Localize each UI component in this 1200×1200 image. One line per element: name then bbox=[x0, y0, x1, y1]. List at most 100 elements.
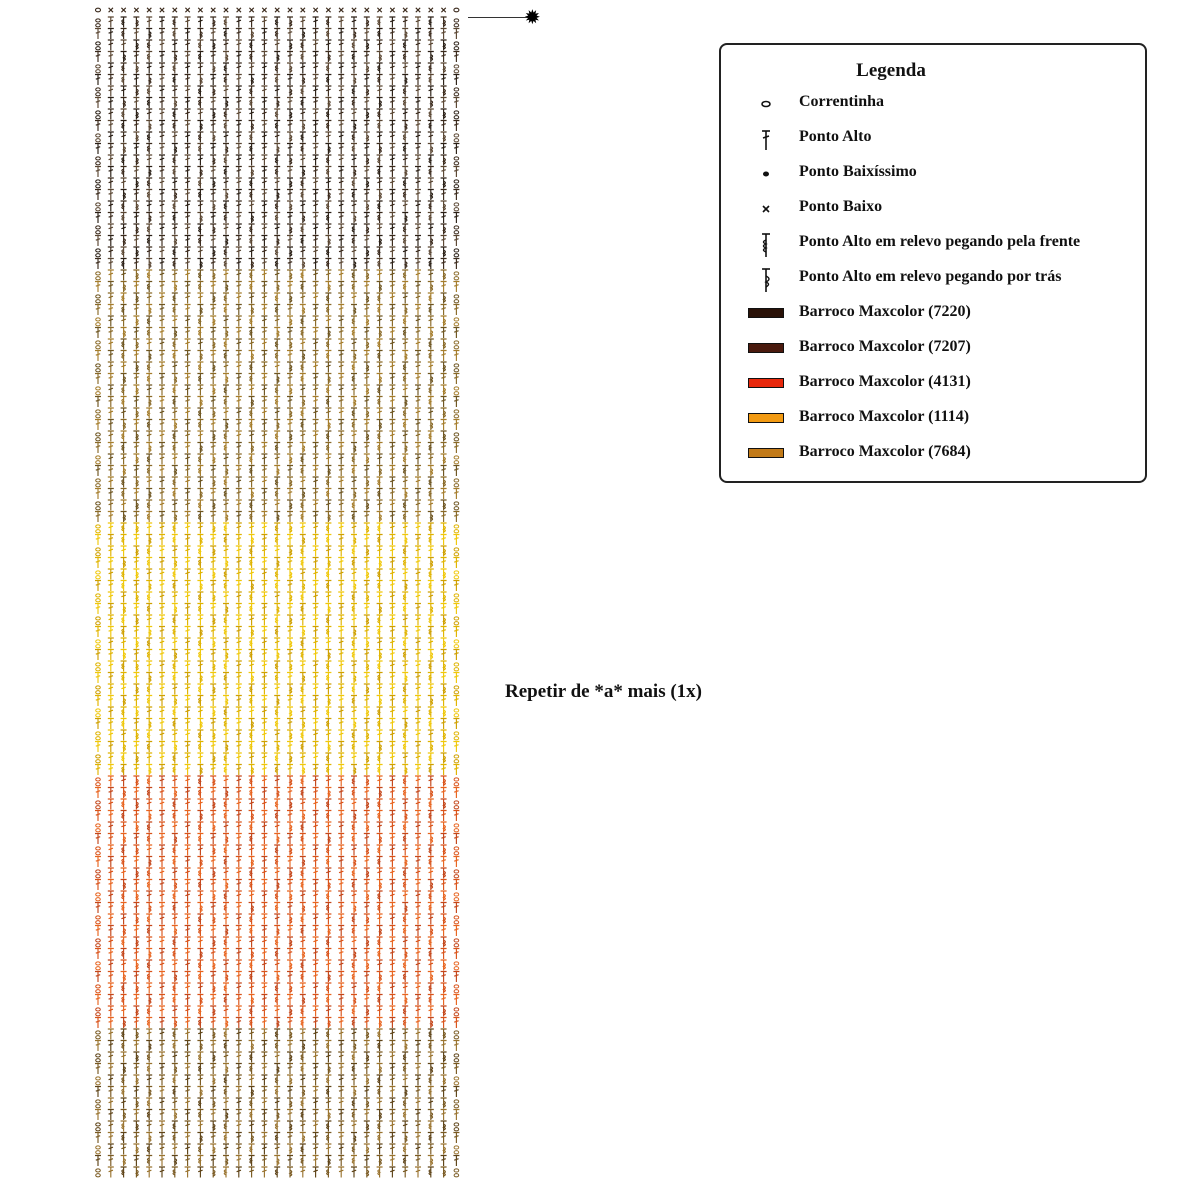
stitch-row bbox=[95, 970, 460, 982]
stitch-row bbox=[95, 993, 460, 1005]
stitch-row bbox=[95, 602, 460, 614]
legend-item: Barroco Maxcolor (7207) bbox=[721, 334, 1141, 364]
stitch-row bbox=[95, 384, 460, 396]
stitch-row bbox=[95, 1154, 460, 1166]
stitch-row bbox=[95, 671, 460, 683]
stitch-row bbox=[95, 614, 460, 626]
stitch-row bbox=[95, 867, 460, 879]
stitch-row bbox=[95, 959, 460, 971]
stitch-row bbox=[95, 211, 460, 223]
stitch-row bbox=[95, 441, 460, 453]
color-swatch bbox=[748, 308, 784, 318]
stitch-row bbox=[95, 62, 460, 74]
stitch-row bbox=[95, 936, 460, 948]
stitch-row bbox=[95, 855, 460, 867]
stitch-row bbox=[95, 821, 460, 833]
stitch-row bbox=[95, 407, 460, 419]
front-post-double-crochet-icon bbox=[762, 233, 770, 257]
stitch-row bbox=[95, 556, 460, 568]
stitch-row bbox=[95, 188, 460, 200]
stitch-row bbox=[95, 637, 460, 649]
legend-label: Ponto Alto em relevo pegando pela frente bbox=[799, 233, 1081, 250]
stitch-row bbox=[95, 1016, 460, 1028]
stitch-row bbox=[95, 464, 460, 476]
stitch-row bbox=[95, 545, 460, 557]
stitch-row bbox=[95, 568, 460, 580]
stitch-row bbox=[95, 706, 460, 718]
color-swatch bbox=[748, 448, 784, 458]
stitch-row bbox=[95, 200, 460, 212]
legend-item: Ponto Baixíssimo bbox=[721, 159, 1141, 189]
stitch-row bbox=[95, 246, 460, 258]
stitch-row bbox=[95, 809, 460, 821]
stitch-row bbox=[95, 1028, 460, 1040]
legend-label: Ponto Baixíssimo bbox=[799, 163, 917, 180]
legend-label: Ponto Alto em relevo pegando por trás bbox=[799, 268, 1062, 285]
double-crochet-icon bbox=[762, 130, 770, 150]
stitch-row bbox=[95, 1131, 460, 1143]
repeat-instruction: Repetir de *a* mais (1x) bbox=[505, 681, 703, 702]
stitch-row bbox=[95, 131, 460, 143]
color-swatch bbox=[748, 378, 784, 388]
stitch-row bbox=[95, 924, 460, 936]
legend-item: Ponto Alto bbox=[721, 124, 1141, 154]
stitch-row bbox=[95, 108, 460, 120]
stitch-row bbox=[95, 694, 460, 706]
stitch-row bbox=[95, 73, 460, 85]
stitch-row bbox=[95, 901, 460, 913]
legend-label: Ponto Alto bbox=[799, 128, 872, 145]
stitch-row bbox=[95, 315, 460, 327]
stitch-row bbox=[95, 453, 460, 465]
stitch-section-dark bbox=[95, 16, 460, 269]
stitch-row bbox=[95, 591, 460, 603]
slip-stitch-icon bbox=[763, 171, 769, 177]
stitch-row bbox=[95, 257, 460, 269]
stitch-row bbox=[95, 372, 460, 384]
stitch-row bbox=[95, 395, 460, 407]
legend-label: Barroco Maxcolor (7684) bbox=[799, 443, 971, 460]
stitch-row bbox=[95, 982, 460, 994]
stitch-row bbox=[95, 1097, 460, 1109]
stitch-row bbox=[95, 533, 460, 545]
legend-label: Correntinha bbox=[799, 93, 885, 110]
color-swatch bbox=[748, 413, 784, 423]
stitch-row bbox=[95, 476, 460, 488]
legend-item: Correntinha bbox=[721, 89, 1141, 119]
stitch-row bbox=[95, 890, 460, 902]
stitch-row bbox=[95, 844, 460, 856]
stitch-row bbox=[95, 729, 460, 741]
stitch-row bbox=[95, 878, 460, 890]
stitch-row bbox=[95, 418, 460, 430]
stitch-row bbox=[95, 740, 460, 752]
start-pointer-line bbox=[468, 17, 528, 18]
stitch-row bbox=[95, 625, 460, 637]
legend-label: Ponto Baixo bbox=[799, 198, 883, 215]
stitch-row bbox=[95, 510, 460, 522]
stitch-section-orange bbox=[95, 775, 460, 1028]
start-marker-icon: ✹ bbox=[524, 7, 541, 29]
stitch-row bbox=[95, 165, 460, 177]
stitch-row bbox=[95, 1085, 460, 1097]
stitch-row bbox=[95, 96, 460, 108]
legend-label: Barroco Maxcolor (7220) bbox=[799, 303, 971, 320]
legend-label: Barroco Maxcolor (7207) bbox=[799, 338, 971, 355]
stitch-section-yellow bbox=[95, 522, 460, 775]
stitch-chart-grid bbox=[94, 7, 460, 1178]
back-post-double-crochet-icon bbox=[762, 268, 770, 292]
legend-item: Ponto Alto em relevo pegando pela frente bbox=[721, 229, 1141, 259]
stitch-row bbox=[95, 27, 460, 39]
stitch-row bbox=[95, 763, 460, 775]
stitch-row bbox=[95, 1120, 460, 1132]
stitch-row bbox=[95, 660, 460, 672]
stitch-row bbox=[95, 648, 460, 660]
stitch-row bbox=[95, 1039, 460, 1051]
stitch-row bbox=[95, 142, 460, 154]
color-swatch bbox=[748, 343, 784, 353]
legend-item: Ponto Baixo bbox=[721, 194, 1141, 224]
stitch-row bbox=[95, 1062, 460, 1074]
legend: Legenda Correntinha Ponto Alto Ponto Baixí… bbox=[719, 43, 1147, 483]
stitch-row bbox=[95, 280, 460, 292]
stitch-row bbox=[95, 1166, 460, 1178]
single-crochet-row bbox=[94, 7, 460, 13]
stitch-row bbox=[95, 947, 460, 959]
